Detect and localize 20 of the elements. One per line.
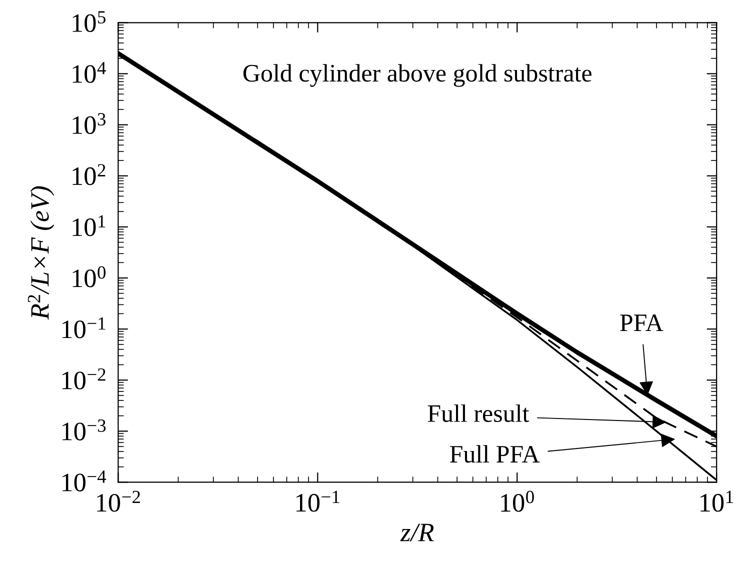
y-tick-label: 10$^{−2}$ <box>62 368 106 390</box>
x-tick-label: 10$^{−1}$ <box>296 490 340 512</box>
x-axis-title: z/R <box>400 524 434 542</box>
annotation: Full result <box>428 404 530 422</box>
y-tick-label: 10$^{3}$ <box>72 113 106 134</box>
y-tick-label: 10$^{0}$ <box>72 266 106 288</box>
annotation: Gold cylinder above gold substrate <box>243 64 592 87</box>
y-tick-label: 10$^{1}$ <box>72 215 106 236</box>
y-tick-label: 10$^{−1}$ <box>62 317 106 338</box>
y-tick-label: 10$^{−4}$ <box>62 470 106 492</box>
y-axis-title: R$^{2}$/L×F (eV) <box>28 186 54 320</box>
x-tick-label: 10$^{−2}$ <box>97 490 140 512</box>
x-tick-label: 10$^{1}$ <box>700 490 733 512</box>
y-tick-label: 10$^{5}$ <box>72 11 106 32</box>
y-tick-label: 10$^{4}$ <box>72 62 106 83</box>
annotation: PFA <box>620 314 664 332</box>
annotation: Full PFA <box>450 445 540 463</box>
y-tick-label: 10$^{−3}$ <box>62 419 106 440</box>
x-tick-label: 10$^{0}$ <box>501 490 534 512</box>
y-tick-label: 10$^{2}$ <box>72 164 106 186</box>
